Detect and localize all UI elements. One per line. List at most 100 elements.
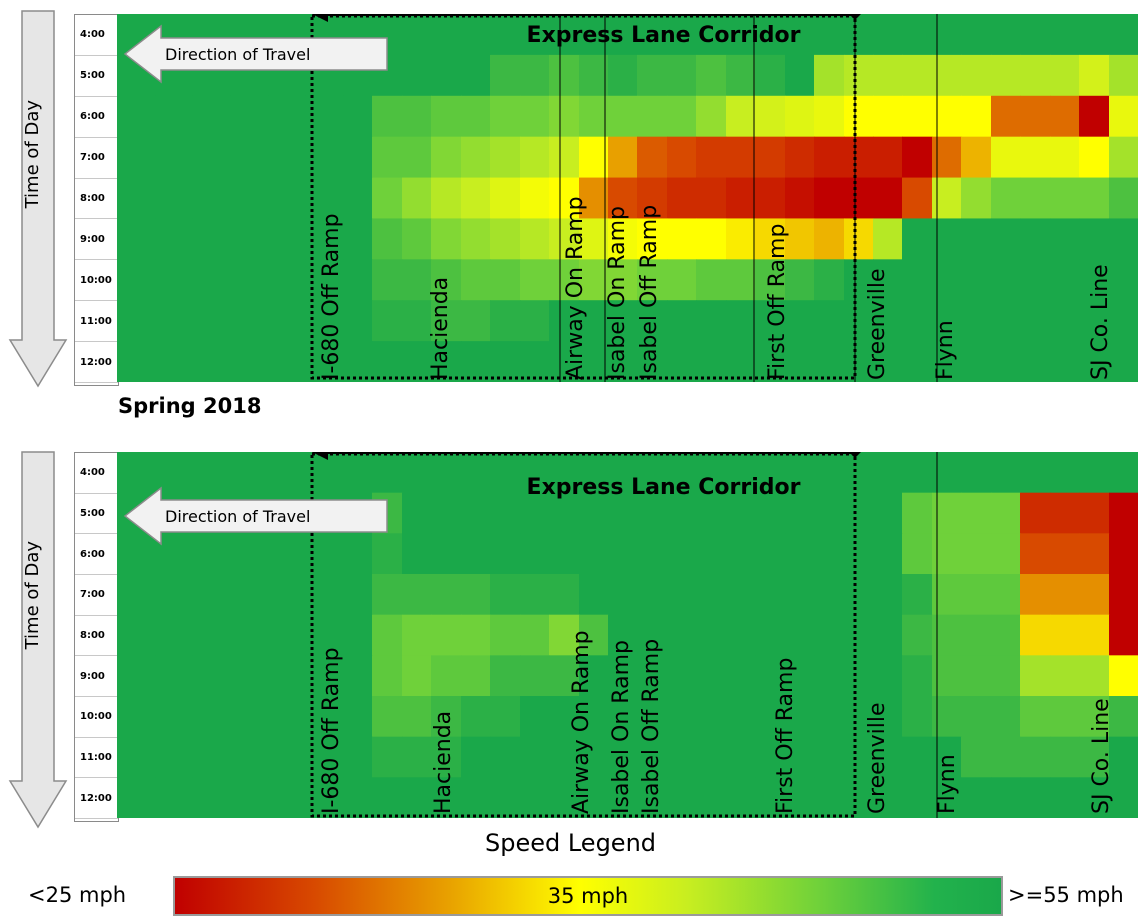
- heat-cell: [549, 492, 580, 534]
- heat-cell: [637, 95, 668, 138]
- heat-cell: [932, 54, 962, 97]
- heat-cell: [785, 655, 815, 697]
- heat-cell: [155, 136, 193, 179]
- heat-cell: [579, 95, 609, 138]
- heat-cell: [1020, 614, 1051, 656]
- heat-cell: [155, 736, 193, 778]
- heat-cell: [1109, 218, 1138, 260]
- diamond-end-icon: [849, 14, 861, 20]
- heat-cell: [343, 777, 373, 818]
- location-label: Airway On Ramp: [563, 196, 588, 380]
- heat-cell: [1079, 177, 1110, 220]
- heat-cell: [431, 736, 462, 778]
- heat-cell: [696, 95, 727, 138]
- heat-cell: [814, 614, 845, 656]
- heat-cell: [268, 341, 306, 382]
- heat-cell: [343, 177, 373, 220]
- location-label: Isabel On Ramp: [605, 206, 630, 380]
- time-label: 8:00: [75, 179, 118, 220]
- heat-cell: [991, 300, 1021, 342]
- time-label: 7:00: [75, 138, 118, 179]
- heat-cell: [431, 259, 462, 301]
- direction-label: Direction of Travel: [165, 507, 310, 526]
- heat-cell: [268, 614, 306, 656]
- heat-cell: [667, 574, 697, 616]
- heat-cell: [844, 492, 874, 534]
- location-label: Isabel Off Ramp: [637, 205, 662, 380]
- heat-cell: [402, 14, 432, 56]
- heat-cell: [755, 777, 786, 818]
- heat-cell: [1020, 177, 1051, 220]
- heat-cell: [637, 259, 668, 301]
- heat-cell: [343, 218, 373, 260]
- heat-cell: [1109, 492, 1138, 534]
- heat-cell: [520, 452, 550, 494]
- heat-cell: [117, 655, 156, 697]
- heat-cell: [696, 614, 727, 656]
- heat-cell: [755, 341, 786, 382]
- heat-cell: [902, 655, 933, 697]
- heat-cell: [431, 341, 462, 382]
- heat-cell: [785, 54, 815, 97]
- heat-cell: [755, 300, 786, 342]
- heat-cell: [1020, 95, 1051, 138]
- heat-cell: [117, 452, 156, 494]
- heat-cell: [667, 492, 697, 534]
- heat-cell: [902, 341, 933, 382]
- heat-cell: [608, 452, 638, 494]
- heat-cell: [372, 655, 403, 697]
- heat-cell: [991, 655, 1021, 697]
- heat-cell: [844, 259, 874, 301]
- heat-cell: [372, 696, 403, 738]
- heat-cell: [667, 54, 697, 97]
- time-label: 12:00: [75, 342, 118, 383]
- heat-cell: [902, 136, 933, 179]
- heat-cell: [520, 574, 550, 616]
- heat-cell: [873, 54, 903, 97]
- heat-cell: [155, 218, 193, 260]
- heat-cell: [755, 177, 786, 220]
- heat-cell: [637, 492, 668, 534]
- heat-cell: [461, 452, 491, 494]
- heat-cell: [961, 574, 992, 616]
- heat-cell: [608, 259, 638, 301]
- heat-cell: [844, 95, 874, 138]
- heat-cell: [726, 95, 756, 138]
- heat-cell: [490, 341, 521, 382]
- heat-cell: [192, 533, 231, 575]
- location-label: First Off Ramp: [773, 658, 798, 814]
- heat-cell: [726, 574, 756, 616]
- heat-cell: [902, 614, 933, 656]
- heat-cell: [155, 341, 193, 382]
- heat-cell: [667, 218, 697, 260]
- heat-cell: [431, 218, 462, 260]
- heat-cell: [961, 14, 992, 56]
- heat-cell: [785, 95, 815, 138]
- heat-cell: [117, 614, 156, 656]
- heat-cell: [637, 777, 668, 818]
- heat-cell: [873, 136, 903, 179]
- location-label: Airway On Ramp: [569, 630, 594, 814]
- heat-cell: [873, 736, 903, 778]
- heat-cell: [608, 54, 638, 97]
- heat-cell: [343, 655, 373, 697]
- heat-cell: [902, 736, 933, 778]
- heat-cell: [667, 259, 697, 301]
- heat-cell: [1020, 14, 1051, 56]
- heat-cell: [726, 259, 756, 301]
- heat-cell: [1020, 218, 1051, 260]
- heat-cell: [117, 736, 156, 778]
- heat-cell: [608, 136, 638, 179]
- heat-cell: [608, 655, 638, 697]
- heat-cell: [814, 177, 845, 220]
- heat-cell: [961, 533, 992, 575]
- heat-cell: [1109, 177, 1138, 220]
- heat-cell: [785, 136, 815, 179]
- heat-cell: [785, 777, 815, 818]
- heat-cell: [755, 574, 786, 616]
- heat-cell: [117, 136, 156, 179]
- heat-cell: [579, 533, 609, 575]
- heat-cell: [902, 14, 933, 56]
- heat-cell: [402, 95, 432, 138]
- heat-cell: [431, 452, 462, 494]
